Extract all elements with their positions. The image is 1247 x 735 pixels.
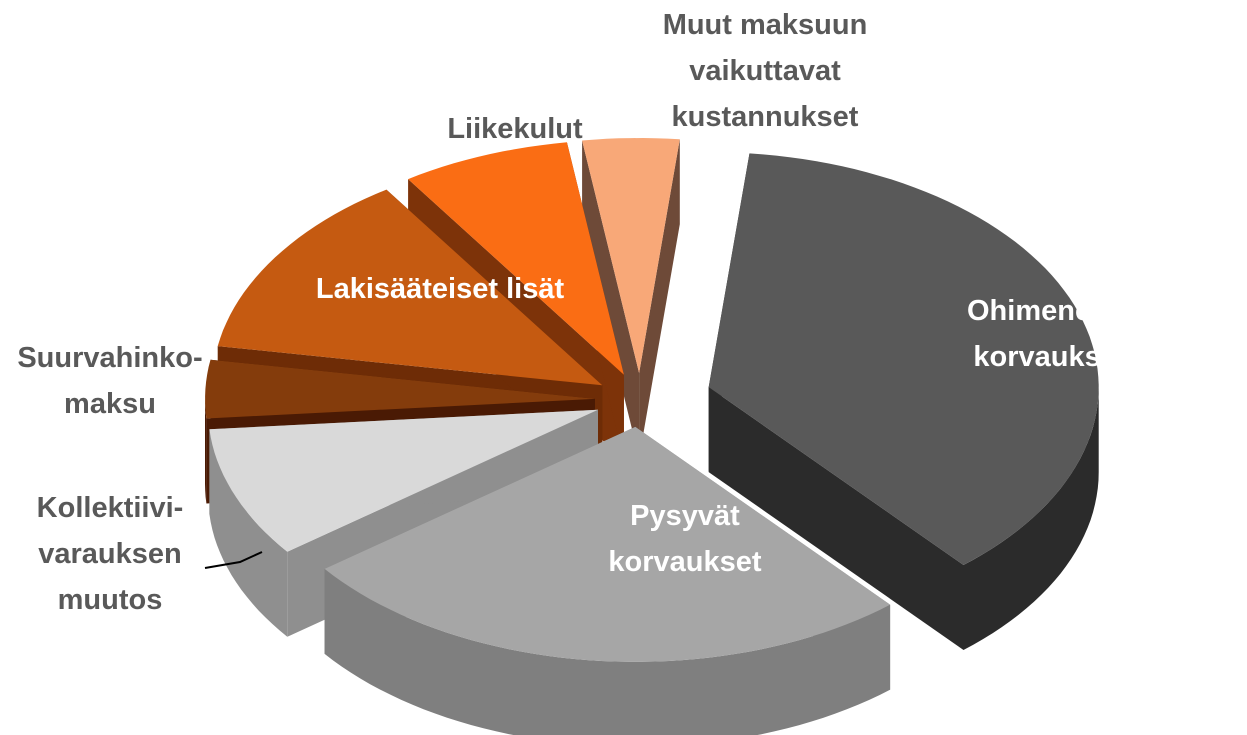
- slice-top: [324, 426, 891, 662]
- slice-side: [582, 140, 640, 458]
- slice-side: [639, 139, 680, 459]
- slice-top: [408, 142, 624, 375]
- leader-line: [204, 551, 263, 569]
- slice-top: [217, 189, 603, 386]
- slice: [582, 138, 680, 459]
- slice-label: Lakisääteiset lisät: [316, 273, 565, 305]
- slice-label: Suurvahinko-maksu: [17, 342, 202, 420]
- slice-label: Kollektiivi-varauksen muutos: [37, 492, 184, 616]
- slice-label: Ohimenevät korvaukset: [967, 295, 1133, 373]
- slice-side: [963, 387, 1099, 650]
- slice-side: [708, 387, 964, 650]
- slice-label: Muut maksuun vaikuttavat kustannukset: [663, 9, 868, 133]
- slice-side: [209, 429, 288, 637]
- slice-top: [582, 138, 680, 373]
- slice: [324, 426, 891, 735]
- slice-label: Liikekulut: [447, 113, 583, 145]
- slice-top: [708, 153, 1099, 565]
- slice-top: [209, 409, 598, 552]
- slice-side: [324, 568, 891, 735]
- slice: [708, 153, 1099, 650]
- slice-label: Pysyvät korvaukset: [608, 500, 761, 578]
- slice-top: [205, 359, 595, 419]
- slice-side: [205, 398, 207, 504]
